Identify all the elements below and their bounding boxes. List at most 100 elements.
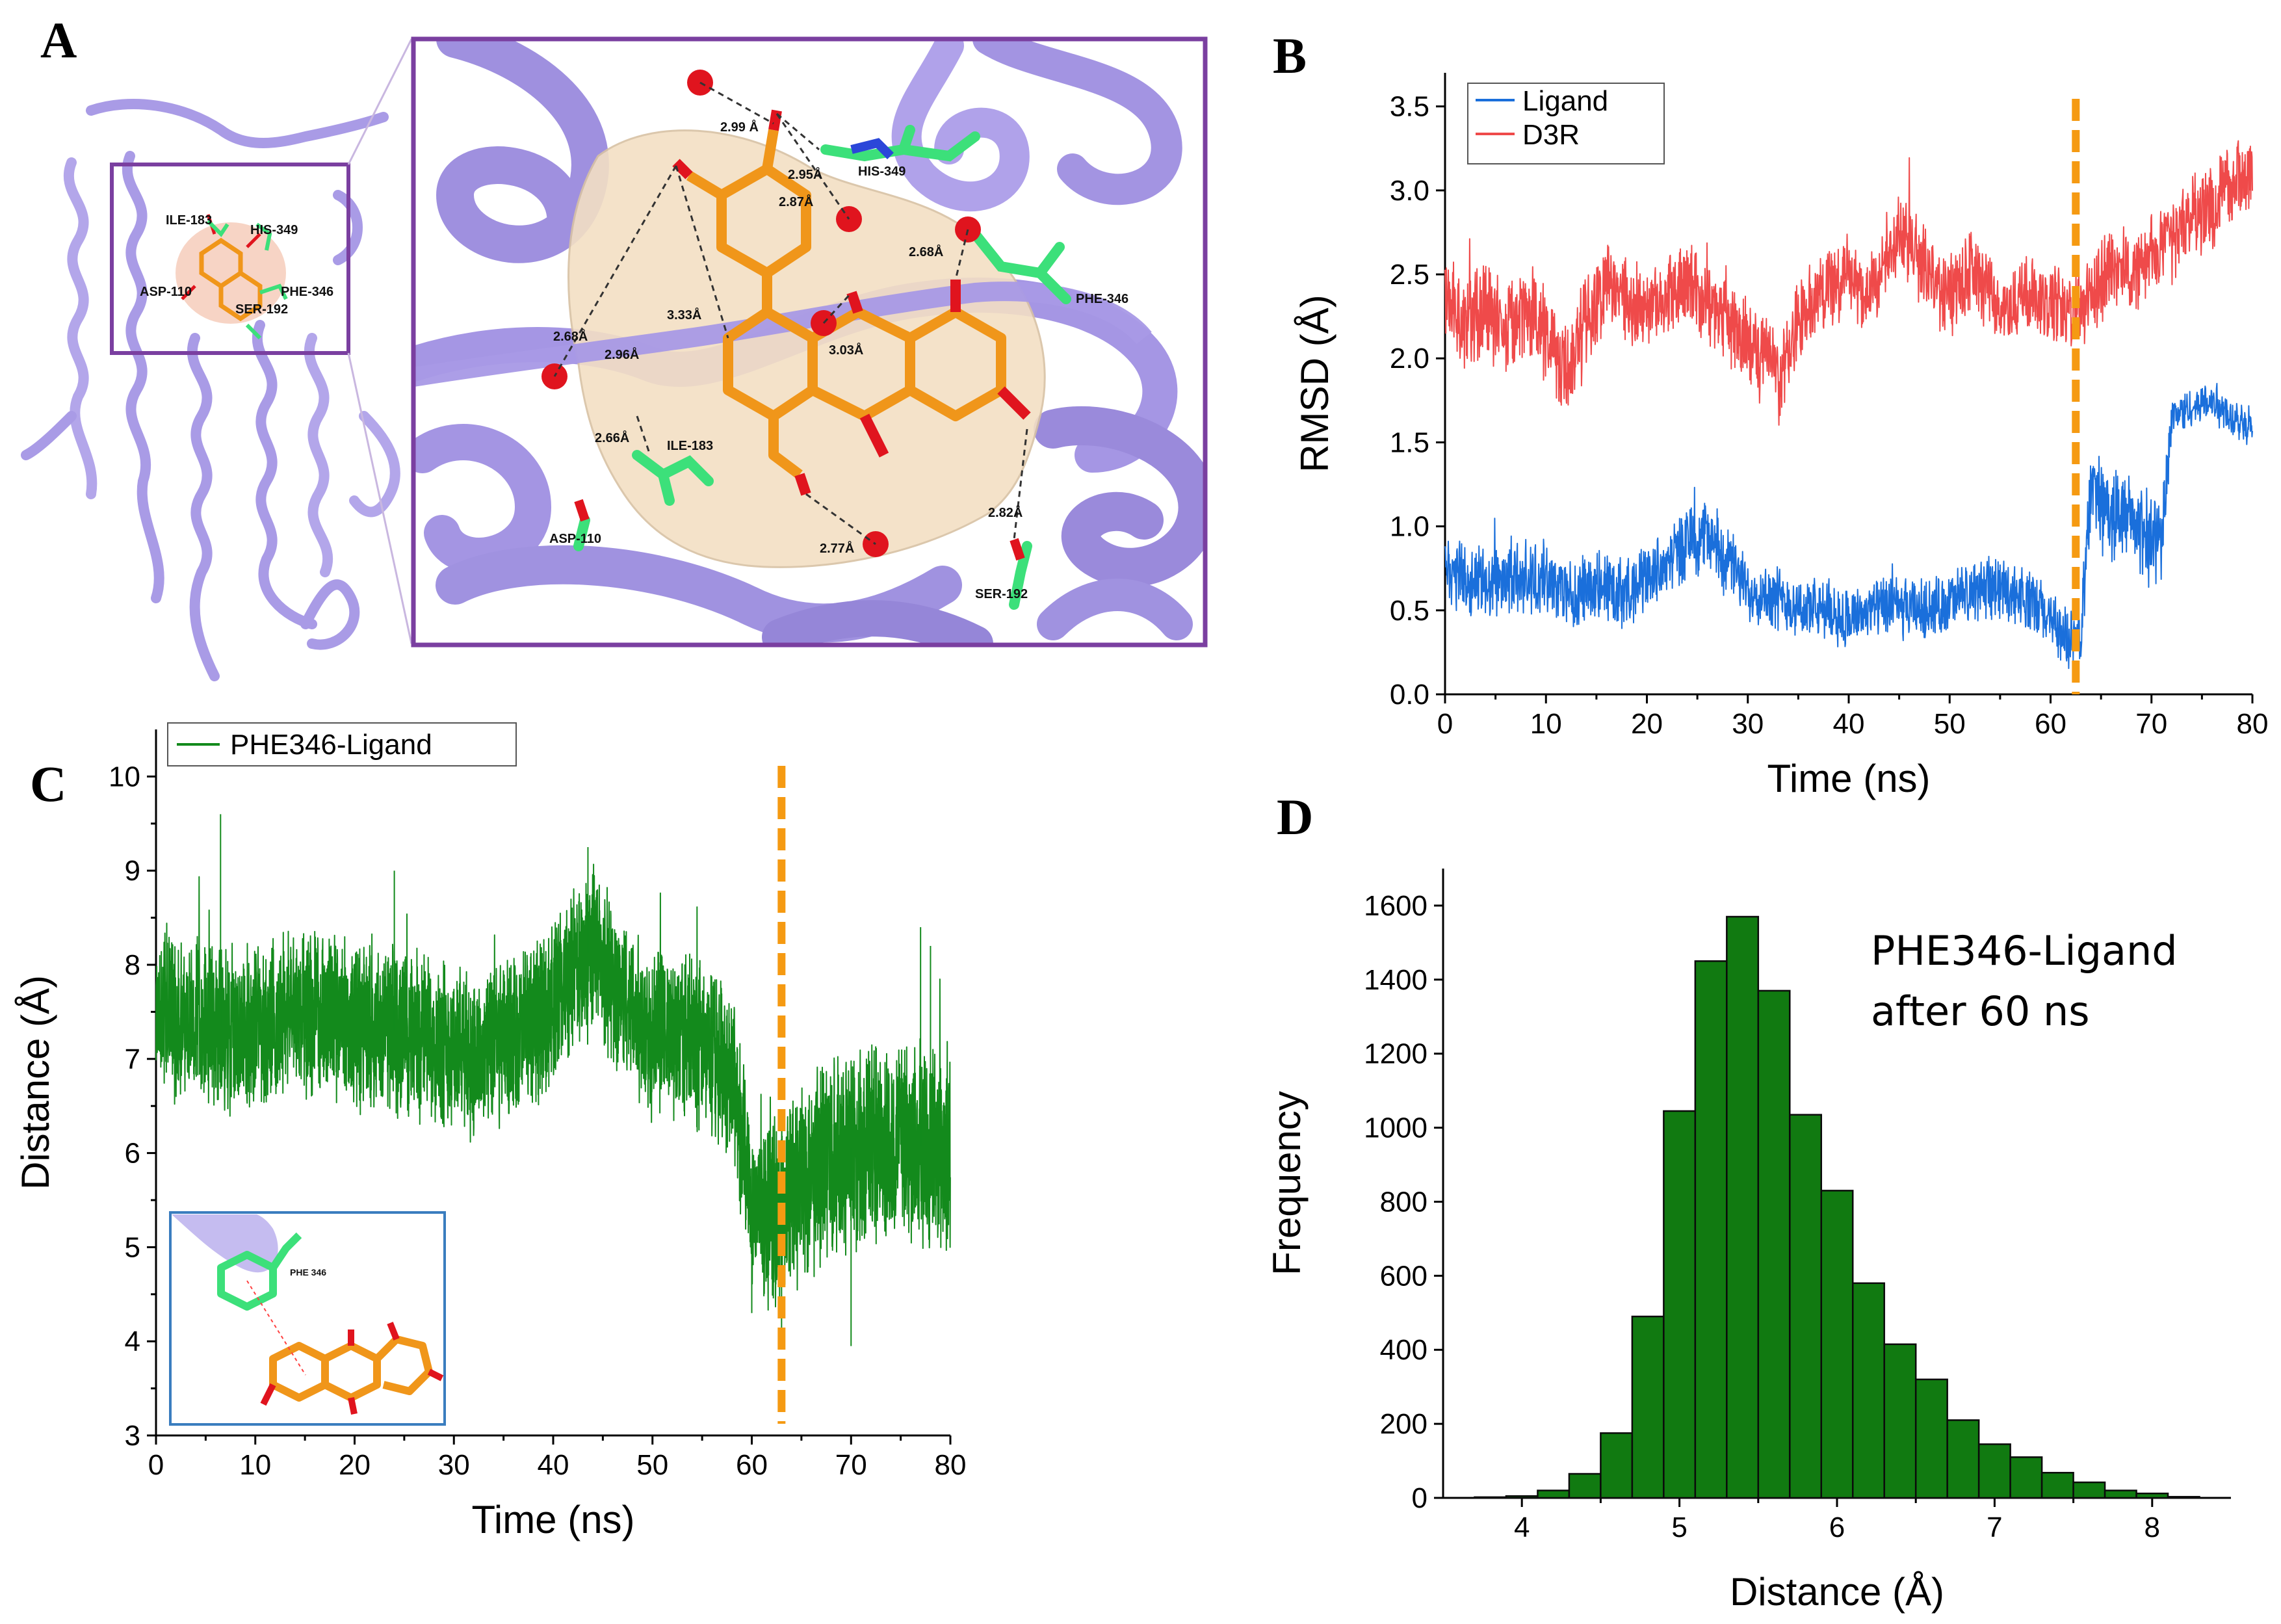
distance-label: 2.96Å: [605, 347, 639, 362]
y-tick-label: 1.5: [1390, 426, 1429, 458]
histogram-bar: [1537, 1489, 1571, 1499]
zoom-connector: [347, 38, 413, 165]
y-tick-label: 200: [1380, 1408, 1427, 1440]
x-axis-label: Distance (Å): [1730, 1570, 1944, 1614]
y-tick-label: 9: [125, 855, 140, 887]
series-line-d3r: [1444, 140, 2253, 426]
histogram-bar: [2104, 1489, 2137, 1499]
histogram-bar: [1694, 960, 1728, 1499]
y-tick-label: 2.0: [1390, 343, 1429, 374]
y-tick-label: 10: [109, 761, 140, 792]
x-tick-label: 30: [438, 1449, 470, 1481]
y-axis-label: RMSD (Å): [1293, 295, 1336, 472]
residue-label: PHE-346: [1076, 292, 1128, 306]
x-tick-label: 70: [2135, 708, 2167, 740]
y-tick-label: 0: [1412, 1482, 1427, 1514]
panel-b: B 0 10 20 30 40 50 60 70 80 0.0 0.5 1.0 1.5 2.0 2.5 3.0…: [1273, 27, 2268, 800]
residue-label: ASP-110: [549, 532, 601, 546]
x-tick-label: 50: [1934, 708, 1966, 740]
panel-c-letter: C: [30, 755, 66, 812]
histogram-bar: [2167, 1496, 2200, 1499]
residue-label: ASP-110: [140, 285, 192, 299]
x-axis-label: Time (ns): [471, 1498, 634, 1541]
x-tick-label: 60: [736, 1449, 768, 1481]
y-tick-label: 0.0: [1390, 679, 1429, 711]
legend-label: PHE346-Ligand: [230, 729, 432, 761]
residue-label: PHE-346: [281, 285, 333, 299]
x-tick-label: 10: [239, 1449, 271, 1481]
histogram-bar: [1600, 1432, 1634, 1499]
panel-b-letter: B: [1273, 27, 1307, 84]
ligand-sticks: [686, 129, 1006, 479]
y-tick-label: 6: [125, 1138, 140, 1170]
x-tick-label: 4: [1514, 1512, 1530, 1543]
x-axis-label: Time (ns): [1767, 757, 1930, 800]
x-tick-label: 5: [1671, 1512, 1687, 1543]
zoom-frame: [411, 36, 1208, 648]
histogram-bar: [2009, 1456, 2043, 1499]
zoom-region-box: [110, 163, 350, 355]
inset-structure: PHE 346: [169, 1211, 446, 1426]
y-tick-label: 800: [1380, 1186, 1427, 1218]
chart-d: 4 5 6 7 8 0 200 400 600 800 1000 1200 1400 1600 Distan…: [1265, 869, 2231, 1614]
chart-b: 0 10 20 30 40 50 60 70 80 0.0 0.5 1.0 1.5 2.0 2.5 3.0 3.…: [1293, 73, 2268, 800]
series-line-phe346: [155, 863, 951, 1311]
panel-a-letter: A: [40, 12, 77, 68]
zoom-connector: [347, 352, 413, 644]
histogram-bar: [1663, 1110, 1697, 1499]
y-tick-label: 600: [1380, 1260, 1427, 1292]
y-tick-label: 1000: [1364, 1112, 1427, 1144]
residue-label: ILE-183: [667, 439, 713, 453]
protein-overview: [21, 99, 400, 681]
x-tick-label: 80: [2237, 708, 2269, 740]
histogram-bar: [1726, 915, 1760, 1499]
x-tick-label: 50: [636, 1449, 668, 1481]
distance-label: 2.77Å: [820, 540, 854, 556]
y-tick-label: 1.0: [1390, 511, 1429, 543]
helix-path: [63, 157, 98, 499]
helix-path: [21, 411, 77, 460]
y-tick-label: 1200: [1364, 1038, 1427, 1070]
y-tick-label: 3.5: [1390, 91, 1429, 123]
distance-label: 3.03Å: [829, 342, 863, 358]
helix-path: [333, 190, 363, 265]
x-tick-label: 7: [1987, 1512, 2002, 1543]
x-tick-label: 40: [1833, 708, 1865, 740]
ligand-oxygens: [672, 109, 1031, 496]
x-tick-label: 8: [2144, 1512, 2160, 1543]
legend-box: [1467, 83, 1665, 164]
histogram-bar: [1631, 1315, 1665, 1499]
histogram-bar: [1851, 1282, 1885, 1499]
legend-label: Ligand: [1522, 85, 1608, 117]
residue-label: SER-192: [975, 587, 1028, 601]
distance-label: 2.68Å: [909, 244, 943, 259]
y-tick-label: 400: [1380, 1334, 1427, 1366]
histogram-annotation-line2: after 60 ns: [1871, 988, 2090, 1035]
inset-oxygens: [260, 1322, 444, 1415]
helix-path: [300, 579, 360, 650]
chart-c: 0 10 20 30 40 50 60 70 80 3 4 5 6 7 8 9 10 Time (ns) Dista…: [14, 722, 966, 1541]
his-nitrogen: [850, 138, 894, 159]
x-tick-label: 0: [1437, 708, 1453, 740]
histogram-bar: [2040, 1472, 2074, 1499]
distance-label: 3.33Å: [667, 307, 701, 322]
distance-label: 2.99 Å: [720, 119, 759, 135]
residue-label: HIS-349: [858, 164, 906, 179]
hbond-lines: [553, 81, 1028, 545]
x-tick-label: 0: [148, 1449, 164, 1481]
y-tick-label: 1600: [1364, 890, 1427, 922]
x-tick-label: 30: [1732, 708, 1764, 740]
inset-distance-line: [246, 1280, 306, 1376]
helix-path: [187, 333, 220, 681]
helix-path: [122, 151, 164, 603]
histogram-bar: [1914, 1378, 1948, 1499]
legend-box: [167, 722, 517, 766]
inset-phe-ring: [217, 1232, 302, 1311]
y-tick-label: 3.0: [1390, 175, 1429, 207]
histogram-bar: [1757, 989, 1791, 1499]
distance-label: 2.87Å: [779, 194, 813, 209]
x-tick-label: 20: [1631, 708, 1663, 740]
histogram-bar: [2135, 1492, 2169, 1499]
x-tick-label: 6: [1829, 1512, 1845, 1543]
